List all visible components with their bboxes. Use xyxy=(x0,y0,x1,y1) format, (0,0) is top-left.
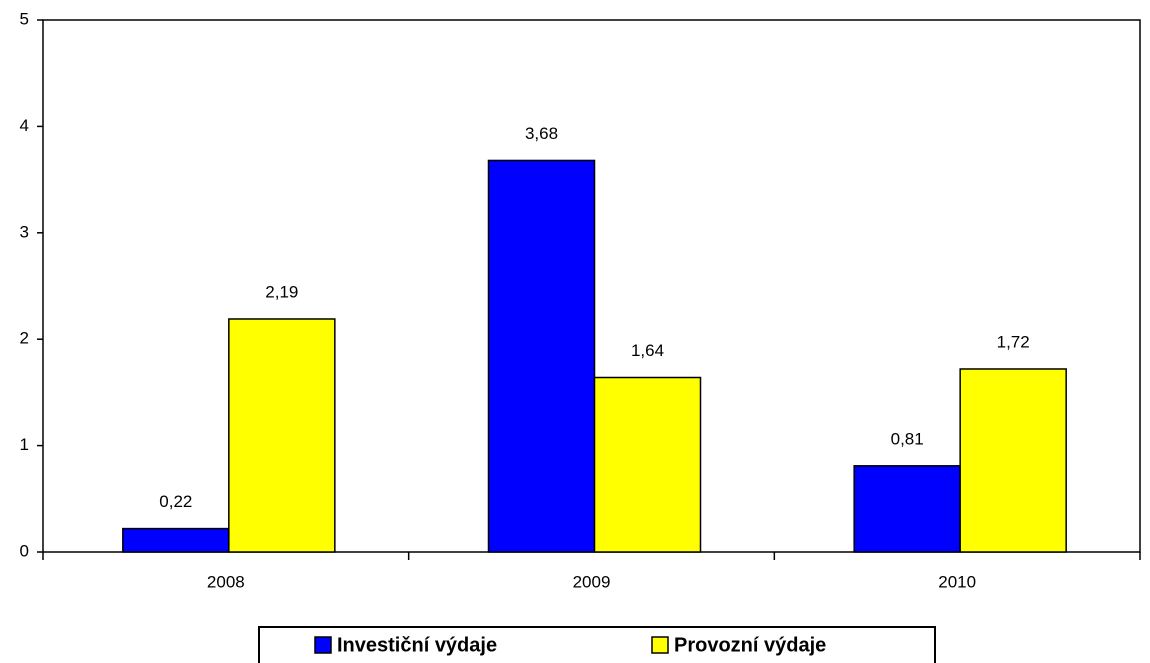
value-label: 1,72 xyxy=(997,332,1030,351)
legend-label: Investiční výdaje xyxy=(337,634,497,656)
legend-box xyxy=(258,626,936,663)
value-label: 2,19 xyxy=(265,282,298,301)
value-label: 1,64 xyxy=(631,341,664,360)
value-label: 0,22 xyxy=(159,492,192,511)
x-tick-label: 2009 xyxy=(573,572,611,591)
legend-swatch xyxy=(314,636,332,654)
legend-label: Provozní výdaje xyxy=(674,634,826,656)
x-tick-label: 2010 xyxy=(938,572,976,591)
y-tick-label: 4 xyxy=(20,116,29,135)
legend-swatch xyxy=(651,636,669,654)
y-tick-label: 3 xyxy=(20,222,29,241)
bar xyxy=(122,527,230,553)
bar xyxy=(853,465,961,553)
y-tick-label: 0 xyxy=(20,541,29,560)
y-tick-label: 2 xyxy=(20,329,29,348)
value-label: 0,81 xyxy=(891,429,924,448)
x-tick-label: 2008 xyxy=(207,572,245,591)
bar xyxy=(487,159,596,553)
y-tick-label: 5 xyxy=(20,9,29,28)
bar xyxy=(228,318,336,553)
y-tick-label: 1 xyxy=(20,435,29,454)
value-label: 3,68 xyxy=(525,124,558,143)
bar xyxy=(593,376,702,553)
bar xyxy=(959,368,1067,553)
